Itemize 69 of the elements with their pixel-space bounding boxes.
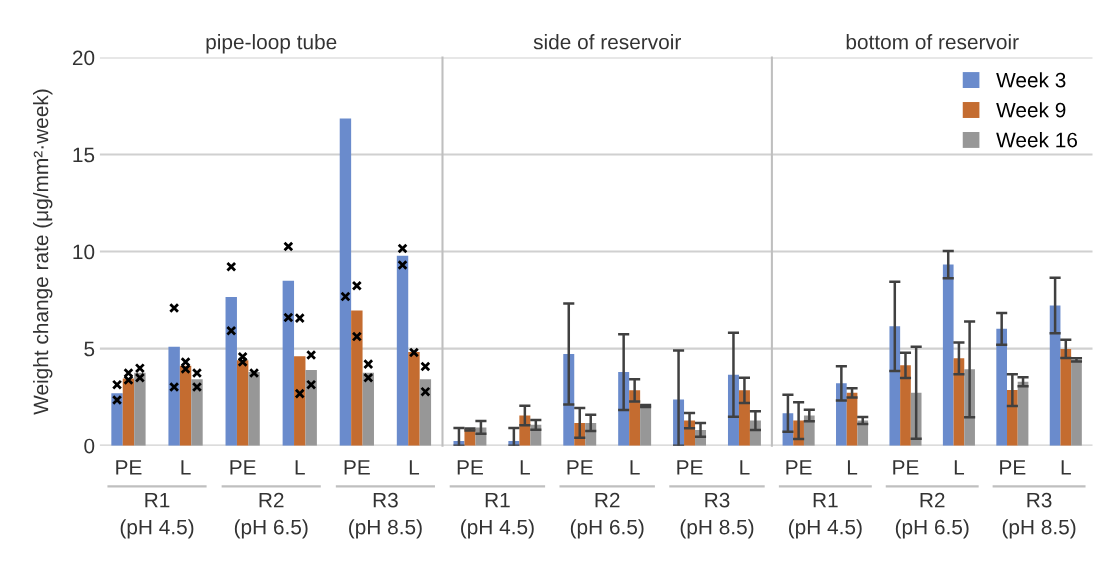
bar — [362, 372, 374, 446]
bar — [889, 326, 901, 446]
bar — [1049, 305, 1061, 446]
x-tick-label: L — [181, 460, 191, 475]
bar — [134, 372, 146, 446]
bar — [351, 310, 363, 446]
x-tick-label: L — [409, 460, 420, 475]
bar — [282, 280, 295, 446]
chart-title: pipe-loop tube — [206, 34, 337, 54]
x-tick-label: L — [520, 460, 530, 475]
x-tick-label: L — [295, 460, 305, 475]
text: R1 (pH 4.5) — [789, 492, 862, 539]
bar — [640, 406, 652, 446]
y-tick-label: 10 — [73, 244, 95, 260]
bar — [953, 358, 965, 446]
bar — [396, 255, 409, 446]
text: R2 (pH 6.5) — [895, 492, 969, 539]
bar — [191, 379, 203, 446]
x-tick-label: PE — [893, 460, 919, 475]
bar — [179, 365, 192, 446]
y-axis-title: Weight change rate (μg/mm²·week) — [33, 89, 53, 415]
bar — [305, 369, 317, 446]
x-tick-label: PE — [567, 460, 593, 475]
y-tick-label: 5 — [84, 341, 95, 357]
bar — [408, 352, 420, 446]
bar — [629, 390, 641, 446]
text: R3 (pH 8.5) — [1002, 492, 1076, 539]
bar — [1060, 348, 1072, 446]
bar — [996, 328, 1008, 446]
x-tick-label: L — [954, 460, 965, 475]
x-tick-label: L — [630, 460, 640, 475]
x-tick-label: L — [1061, 460, 1071, 475]
bar — [168, 346, 180, 446]
bar — [1017, 381, 1029, 446]
legend-label: Week 3 — [996, 72, 1066, 88]
text: R1 (pH 4.5) — [461, 492, 534, 539]
chart-title: bottom of reservoir — [846, 34, 1019, 50]
bar — [248, 372, 260, 446]
x-tick-label: L — [740, 460, 750, 475]
text: R1 (pH 4.5) — [120, 492, 194, 539]
bar — [122, 378, 135, 446]
bar — [339, 118, 352, 446]
x-tick-label: L — [847, 460, 858, 475]
legend-label: Week 16 — [996, 132, 1078, 148]
y-tick-label: 15 — [73, 147, 95, 163]
x-tick-label: PE — [344, 460, 370, 475]
chart-title: side of reservoir — [533, 34, 681, 50]
bar — [846, 392, 858, 446]
x-tick-label: PE — [786, 460, 812, 475]
bar — [111, 393, 123, 446]
x-tick-label: PE — [116, 460, 142, 475]
bar — [900, 365, 911, 446]
x-tick-label: PE — [677, 460, 703, 475]
bar — [294, 356, 306, 446]
bar — [225, 296, 237, 446]
y-tick-label: 20 — [72, 50, 95, 66]
text: R3 (pH 8.5) — [680, 492, 754, 539]
x-tick-label: PE — [457, 460, 483, 475]
x-tick-label: PE — [1000, 460, 1026, 475]
bar — [942, 264, 954, 446]
text: R2 (pH 6.5) — [234, 492, 308, 539]
x-tick-label: PE — [230, 460, 256, 475]
bar — [1007, 390, 1018, 446]
text: R2 (pH 6.5) — [570, 492, 644, 539]
y-tick-label: 0 — [84, 438, 95, 454]
bar — [419, 379, 432, 446]
bar — [236, 360, 249, 446]
legend-label: Week 9 — [996, 102, 1066, 118]
text: R3 (pH 8.5) — [349, 492, 422, 539]
